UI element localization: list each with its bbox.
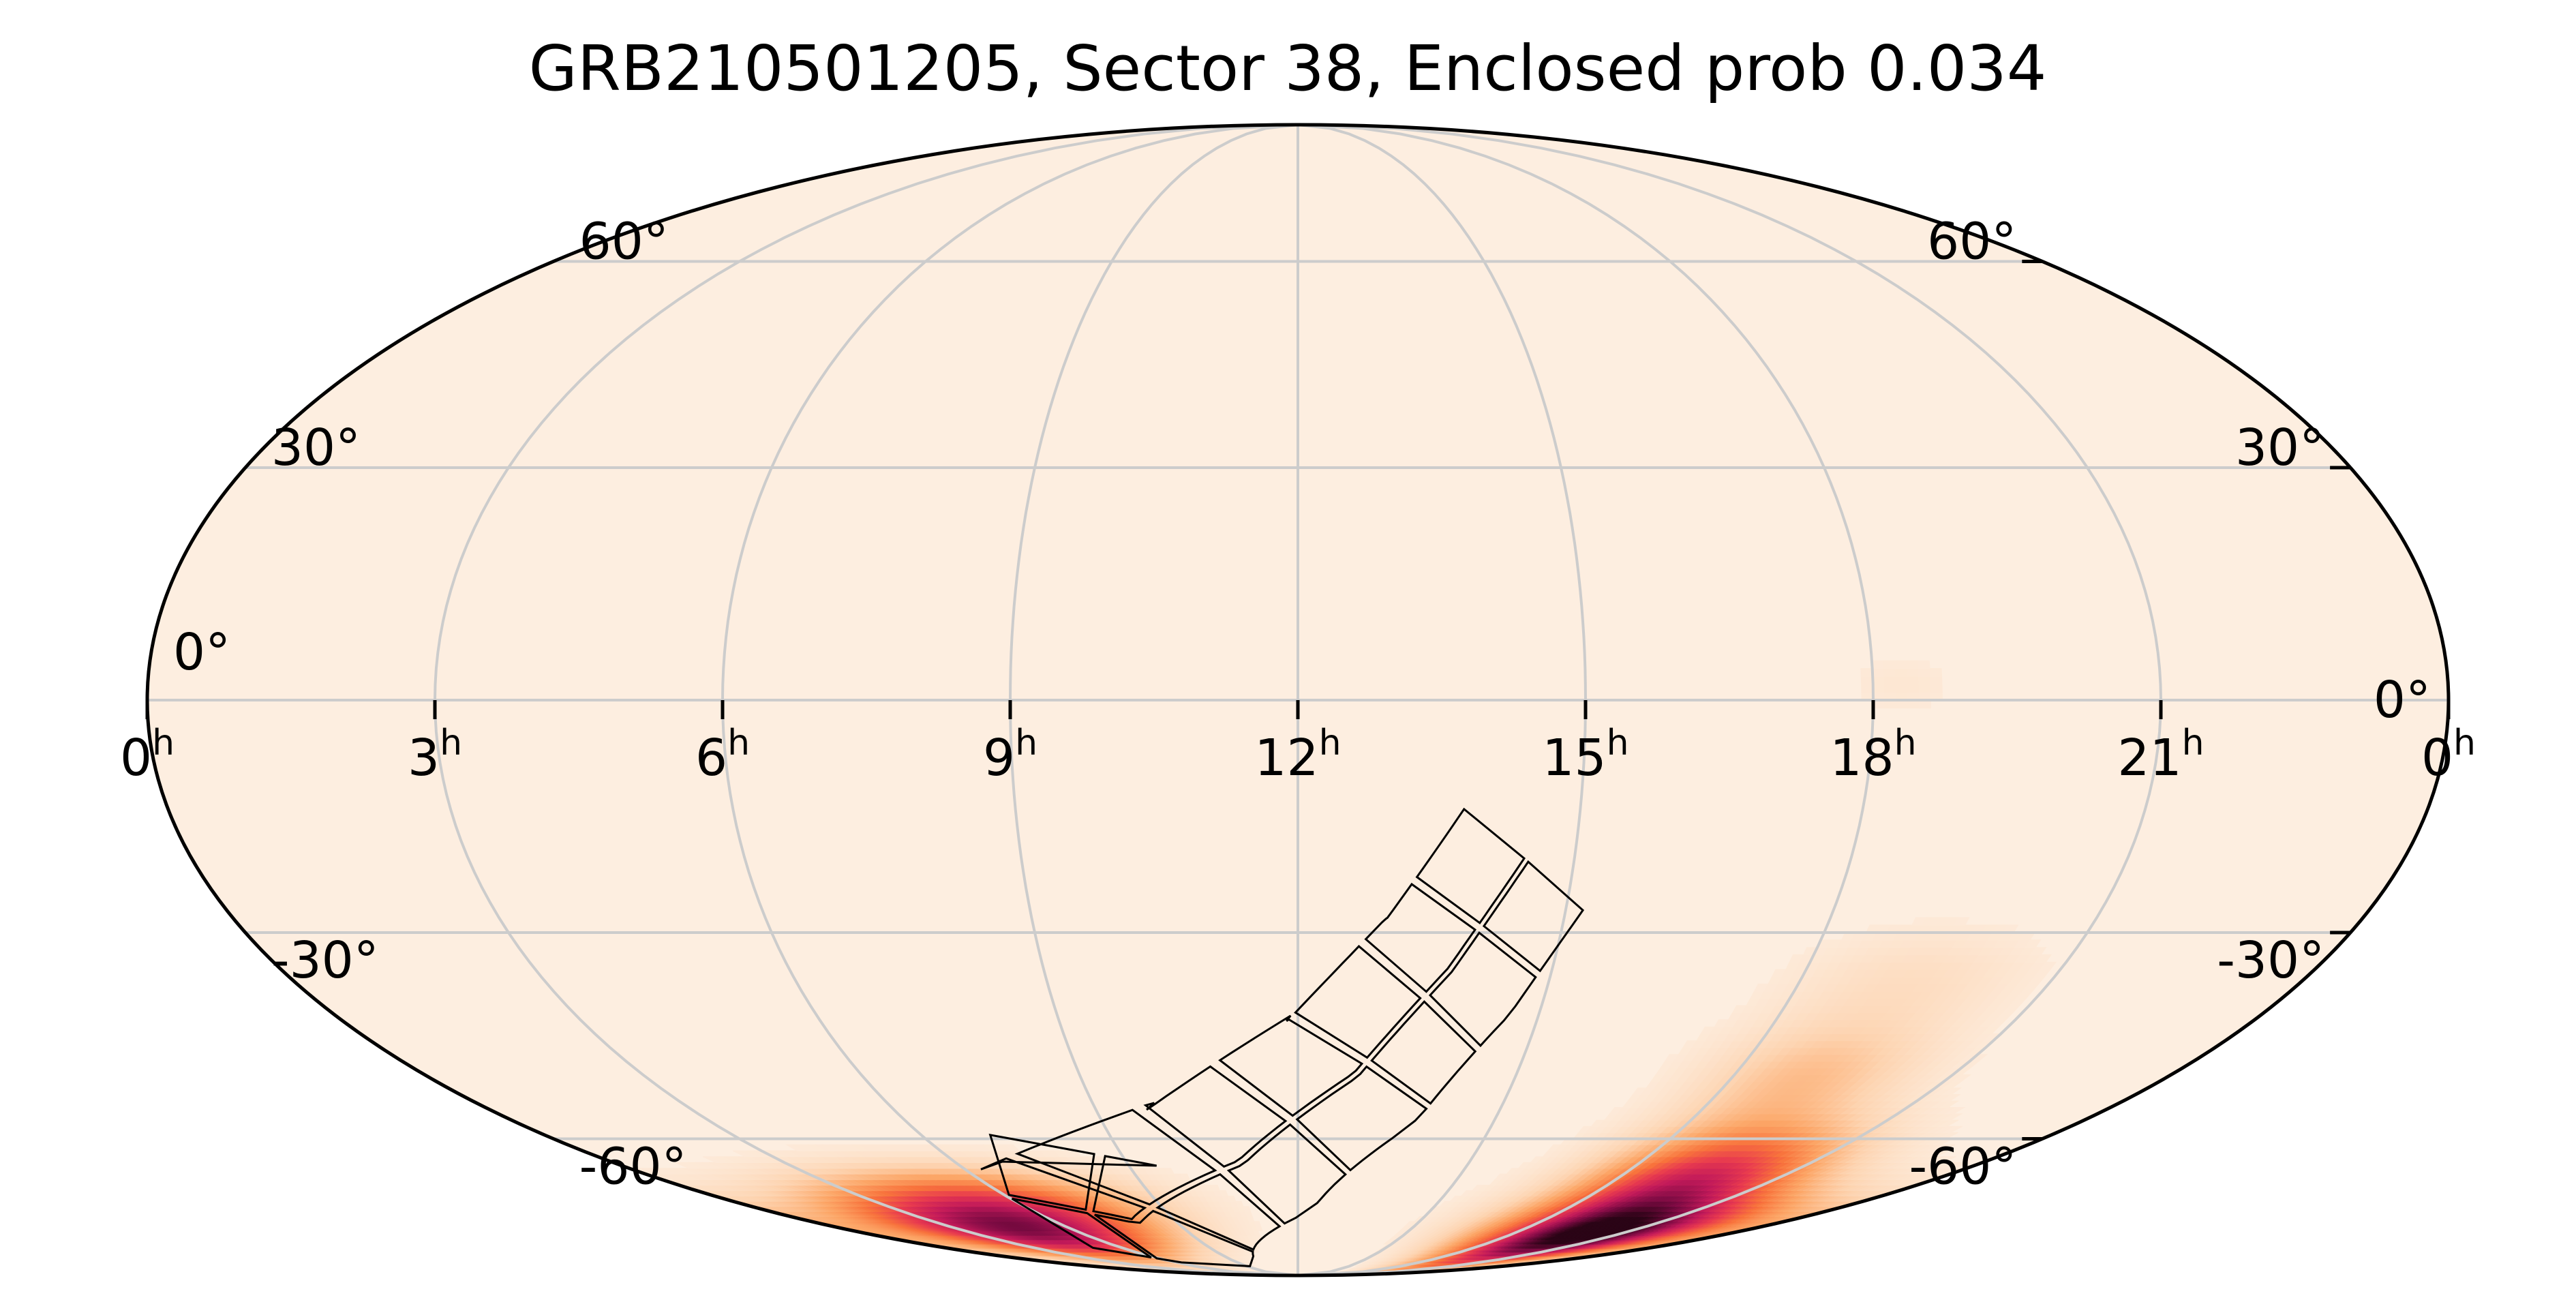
chart-title: GRB210501205, Sector 38, Enclosed prob 0… <box>529 32 2047 105</box>
